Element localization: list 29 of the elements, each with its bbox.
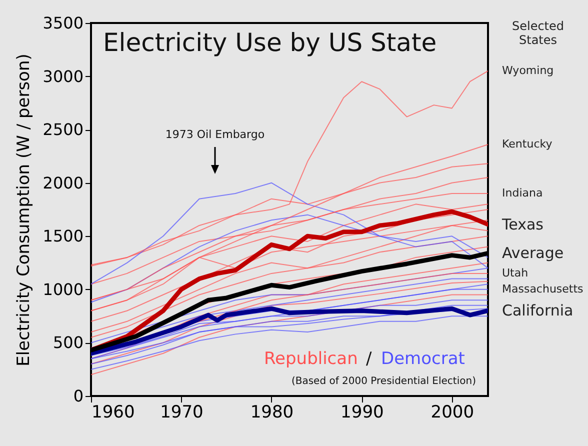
x-tick-label: 2000	[430, 402, 474, 422]
y-tick-label: 3000	[42, 66, 84, 86]
series-label: California	[502, 302, 574, 320]
annotation: /	[366, 349, 372, 369]
series-label: Massachusetts	[502, 282, 584, 296]
x-tick-label: 1960	[92, 402, 135, 422]
series-label: Average	[502, 244, 564, 262]
y-tick-label: 1000	[42, 280, 84, 299]
annotation: Republican	[264, 349, 358, 369]
y-tick-label: 3500	[42, 14, 84, 32]
x-tick-label: 1970	[160, 402, 204, 422]
y-axis-title: Electricity Consumption (W / person)	[14, 54, 34, 366]
y-tick-label: 2000	[42, 173, 84, 192]
y-tick-label: 500	[52, 333, 84, 352]
chart-title: Electricity Use by US State	[103, 28, 437, 57]
series-label: Wyoming	[502, 64, 554, 77]
annotation: (Based of 2000 Presidential Election)	[291, 376, 476, 387]
annotation: Democrat	[381, 349, 466, 369]
series-label: Indiana	[502, 186, 543, 200]
annotation: 1973 Oil Embargo	[165, 128, 265, 141]
y-tick-label: 0	[73, 386, 84, 406]
series-label: Texas	[501, 215, 544, 234]
legend-title: Selected States	[512, 19, 564, 47]
series-label: Kentucky	[502, 137, 553, 150]
series-label: Utah	[502, 266, 528, 280]
y-tick-label: 2500	[42, 120, 84, 140]
y-tick-label: 1500	[42, 226, 84, 246]
x-tick-label: 1990	[340, 402, 384, 422]
x-tick-label: 1980	[250, 402, 294, 422]
